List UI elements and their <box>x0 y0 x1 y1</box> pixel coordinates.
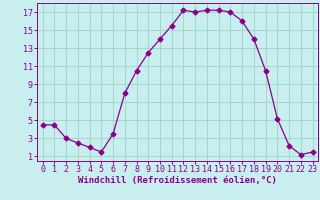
X-axis label: Windchill (Refroidissement éolien,°C): Windchill (Refroidissement éolien,°C) <box>78 176 277 185</box>
